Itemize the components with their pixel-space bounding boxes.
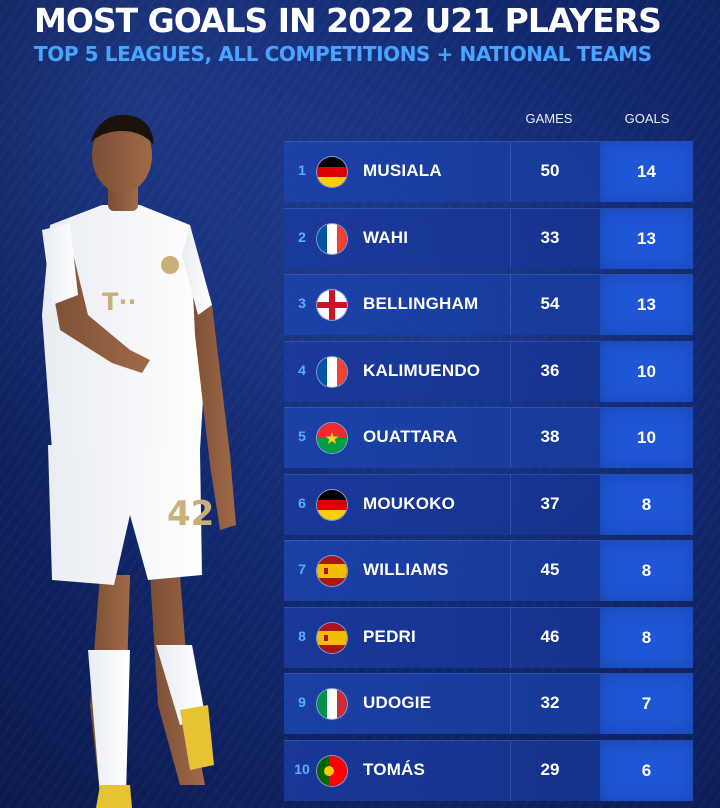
table-row: 9 UDOGIE 32 7: [284, 673, 693, 734]
rank: 10: [294, 760, 310, 777]
table-row: 8 PEDRI 46 8: [284, 606, 693, 668]
goals-cell: 7: [600, 674, 693, 734]
svg-text:T··: T··: [102, 288, 137, 316]
goals-cell: 8: [600, 607, 693, 668]
games-value: 29: [540, 759, 560, 779]
games-value: 38: [540, 427, 560, 446]
player-name: MUSIALA: [363, 161, 442, 180]
spain-flag-icon: [317, 556, 347, 586]
divider: [510, 607, 511, 668]
burkina-faso-flag-icon: [317, 423, 347, 453]
games-value: 32: [540, 693, 560, 712]
goals-cell: 13: [600, 275, 693, 335]
france-flag-icon: [317, 223, 347, 254]
portugal-flag-icon: [317, 755, 347, 786]
rank: 5: [298, 428, 306, 444]
games-column-header: GAMES: [525, 111, 573, 126]
games-value: 50: [540, 161, 560, 180]
goals-cell: 8: [600, 541, 693, 601]
page-title: MOST GOALS IN 2022 U21 PLAYERS: [34, 1, 662, 40]
goals-value: 8: [641, 494, 652, 514]
goals-value: 7: [641, 694, 652, 713]
goals-value: 10: [637, 361, 656, 381]
goals-value: 6: [641, 760, 652, 780]
divider: [510, 474, 511, 535]
table-row: 10 TOMÁS 29 6: [284, 739, 693, 801]
goals-cell: 14: [600, 142, 693, 202]
player-name: TOMÁS: [363, 759, 426, 779]
page-subtitle: TOP 5 LEAGUES, ALL COMPETITIONS + NATION…: [34, 42, 652, 66]
games-value: 46: [540, 626, 560, 646]
divider: [510, 208, 511, 269]
games-value: 33: [540, 227, 560, 247]
france-flag-icon: [317, 356, 347, 387]
rank: 3: [298, 295, 306, 311]
player-photo: 42 T··: [42, 114, 236, 808]
germany-flag-icon: [317, 489, 347, 520]
goals-cell: 10: [600, 341, 693, 402]
player-name: UDOGIE: [363, 693, 432, 712]
goals-cell: 8: [600, 474, 693, 535]
goals-value: 13: [637, 228, 656, 248]
divider: [510, 674, 511, 734]
table-row: 6 MOUKOKO 37 8: [284, 473, 693, 535]
games-value: 45: [540, 560, 560, 579]
rank: 8: [298, 627, 306, 644]
divider: [510, 740, 511, 801]
rank: 1: [298, 162, 306, 178]
rank: 9: [298, 694, 306, 710]
spain-flag-icon: [317, 622, 347, 653]
divider: [510, 275, 511, 335]
player-name: BELLINGHAM: [363, 294, 479, 313]
divider: [510, 341, 511, 402]
shirt-number: 42: [167, 494, 214, 534]
goals-value: 8: [641, 627, 652, 647]
games-value: 37: [540, 493, 560, 513]
table-row: 7 WILLIAMS 45 8: [284, 540, 693, 601]
player-name: WILLIAMS: [363, 560, 449, 579]
italy-flag-icon: [317, 689, 347, 719]
player-name: PEDRI: [363, 626, 416, 646]
table-row: 2 WAHI 33 13: [284, 207, 693, 269]
player-name: WAHI: [363, 227, 409, 247]
goals-column-header: GOALS: [624, 111, 670, 126]
germany-flag-icon: [317, 157, 347, 187]
divider: [510, 541, 511, 601]
table-row: 3 BELLINGHAM 54 13: [284, 274, 693, 335]
goals-cell: 13: [600, 208, 693, 269]
rank: 6: [298, 494, 306, 511]
rank: 2: [298, 228, 306, 245]
table-row: 4 KALIMUENDO 36 10: [284, 340, 693, 402]
goals-value: 10: [637, 428, 656, 447]
england-flag-icon: [317, 290, 347, 320]
rank: 4: [298, 361, 306, 378]
goals-value: 8: [641, 561, 652, 580]
goals-cell: 10: [600, 408, 693, 468]
goals-value: 13: [637, 295, 656, 314]
player-name: OUATTARA: [363, 427, 458, 446]
divider: [510, 408, 511, 468]
games-value: 54: [540, 294, 560, 313]
player-name: KALIMUENDO: [363, 360, 481, 380]
goals-value: 14: [637, 162, 656, 181]
table-row: 5 OUATTARA 38 10: [284, 407, 693, 468]
divider: [510, 142, 511, 202]
table-row: 1 MUSIALA 50 14: [284, 141, 693, 202]
goals-cell: 6: [600, 740, 693, 801]
player-name: MOUKOKO: [363, 493, 456, 513]
games-value: 36: [540, 360, 560, 380]
rank: 7: [298, 561, 306, 577]
